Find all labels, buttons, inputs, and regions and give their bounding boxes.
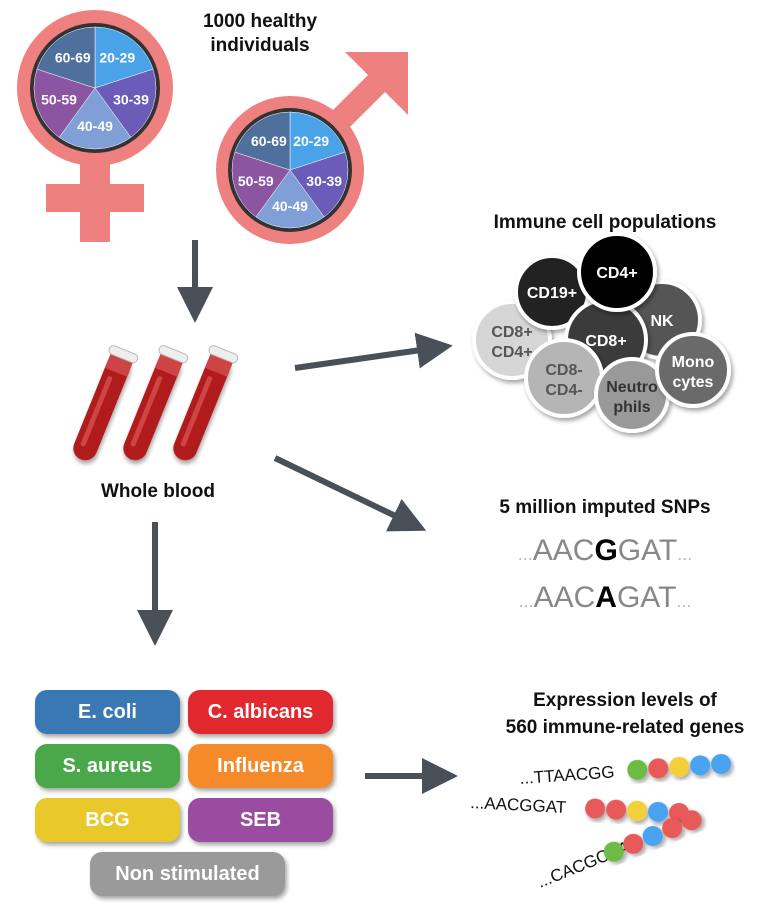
immune-cell-cd4: CD4+	[577, 232, 657, 312]
pie-slice-60-69	[234, 111, 291, 171]
snp-sequence-1: ...AACGGAT...	[518, 534, 693, 567]
stimulus-seb: SEB	[188, 798, 333, 842]
stimulus-non-stimulated: Non stimulated	[90, 852, 285, 896]
blood-tube	[123, 345, 189, 461]
gene-expression-beads: ...TTAACGG...AACGGAT...CACGCAA	[470, 753, 732, 892]
immune-cell-neutrophils: Neutro phils	[594, 357, 670, 433]
bead-blue	[642, 825, 663, 846]
svg-text:Mono: Mono	[672, 354, 715, 371]
pie-slice-20-29	[94, 26, 154, 89]
pie-slice-30-39	[94, 68, 157, 138]
svg-text:Neutro: Neutro	[606, 379, 658, 396]
stimulus-s-aureus: S. aureus	[35, 744, 180, 788]
immune-cells-title: Immune cell populations	[494, 212, 717, 233]
gene-sequence: ...AACGGAT	[470, 793, 567, 817]
svg-text:CD8+: CD8+	[491, 324, 532, 341]
male-symbol: 20-29 30-39 40-49 50-59 60-69	[216, 52, 408, 244]
bead-blue	[711, 753, 732, 774]
stimulus-c-albicans: C. albicans	[188, 690, 333, 734]
svg-text:CD4-: CD4-	[545, 382, 582, 399]
age-label: 40-49	[77, 118, 113, 134]
bead-red	[606, 799, 627, 820]
immune-cell-monocytes: Mono cytes	[655, 332, 731, 408]
stimulus-bcg: BCG	[35, 798, 180, 842]
bead-red	[585, 798, 606, 819]
bead-green	[603, 841, 624, 862]
arrow-blood-to-cells	[294, 332, 453, 371]
bead-red	[662, 818, 683, 839]
bead-red	[648, 758, 669, 779]
cohort-title-line2: individuals	[210, 35, 309, 56]
gene-row-2: ...AACGGAT	[470, 793, 690, 823]
whole-blood-label: Whole blood	[101, 481, 215, 502]
svg-text:CD4+: CD4+	[596, 265, 637, 282]
pie-slice-30-39	[289, 151, 349, 218]
expression-title-line1: Expression levels of	[533, 690, 717, 711]
age-label: 50-59	[238, 173, 274, 189]
cohort-title-line1: 1000 healthy	[203, 11, 317, 32]
bead-green	[627, 759, 648, 780]
gene-row-1: ...TTAACGG	[519, 753, 732, 788]
blood-tube	[73, 345, 139, 461]
bead-red	[681, 810, 702, 831]
svg-text:CD8-: CD8-	[545, 362, 582, 379]
gene-sequence: ...TTAACGG	[519, 762, 615, 788]
age-label: 30-39	[306, 173, 342, 189]
bead-red	[623, 833, 644, 854]
svg-text:phils: phils	[613, 399, 650, 416]
blood-tube	[173, 345, 239, 461]
bead-yellow	[627, 800, 648, 821]
stimulus-e-coli: E. coli	[35, 690, 180, 734]
svg-text:CD8+: CD8+	[585, 333, 626, 350]
bead-yellow	[669, 756, 690, 777]
pie-slice-50-59	[33, 68, 96, 138]
bead-blue	[648, 801, 669, 822]
age-label: 40-49	[272, 198, 308, 214]
immune-cell-cd8cd4: CD8- CD4-	[524, 338, 604, 418]
svg-text:NK: NK	[650, 313, 674, 330]
age-label: 20-29	[99, 49, 135, 65]
svg-text:CD19+: CD19+	[527, 285, 577, 302]
immune-cell-cd19: CD19+	[514, 254, 590, 330]
pie-slice-40-49	[255, 169, 325, 229]
male-age-pie: 20-29 30-39 40-49 50-59 60-69	[231, 111, 349, 229]
bead-blue	[690, 755, 711, 776]
female-cross-horizontal	[46, 184, 144, 212]
age-label: 30-39	[113, 92, 149, 108]
male-arrow-head	[345, 52, 408, 115]
immune-cell-cluster: CD8+ CD4+ CD19+ NK CD8+ CD4+ CD8- CD4- Neutro phi…	[472, 232, 731, 433]
snps-title: 5 million imputed SNPs	[499, 497, 710, 518]
expression-title-line2: 560 immune-related genes	[506, 717, 745, 738]
age-label: 60-69	[55, 49, 91, 65]
snp-sequence-2: ...AACAGAT...	[519, 581, 692, 614]
pie-slice-60-69	[36, 26, 96, 89]
arrow-blood-to-snps	[273, 455, 427, 532]
pie-slice-40-49	[58, 87, 132, 150]
snp-sequences: ...AACGGAT... ...AACAGAT...	[518, 534, 693, 614]
blood-tubes	[73, 345, 239, 461]
svg-text:cytes: cytes	[673, 374, 714, 391]
stimulus-influenza: Influenza	[188, 744, 333, 788]
svg-text:CD4+: CD4+	[491, 344, 532, 361]
age-label: 60-69	[251, 133, 287, 149]
age-label: 20-29	[293, 133, 329, 149]
pie-slice-20-29	[289, 111, 346, 171]
age-label: 50-59	[41, 92, 77, 108]
pie-slice-50-59	[231, 151, 291, 218]
